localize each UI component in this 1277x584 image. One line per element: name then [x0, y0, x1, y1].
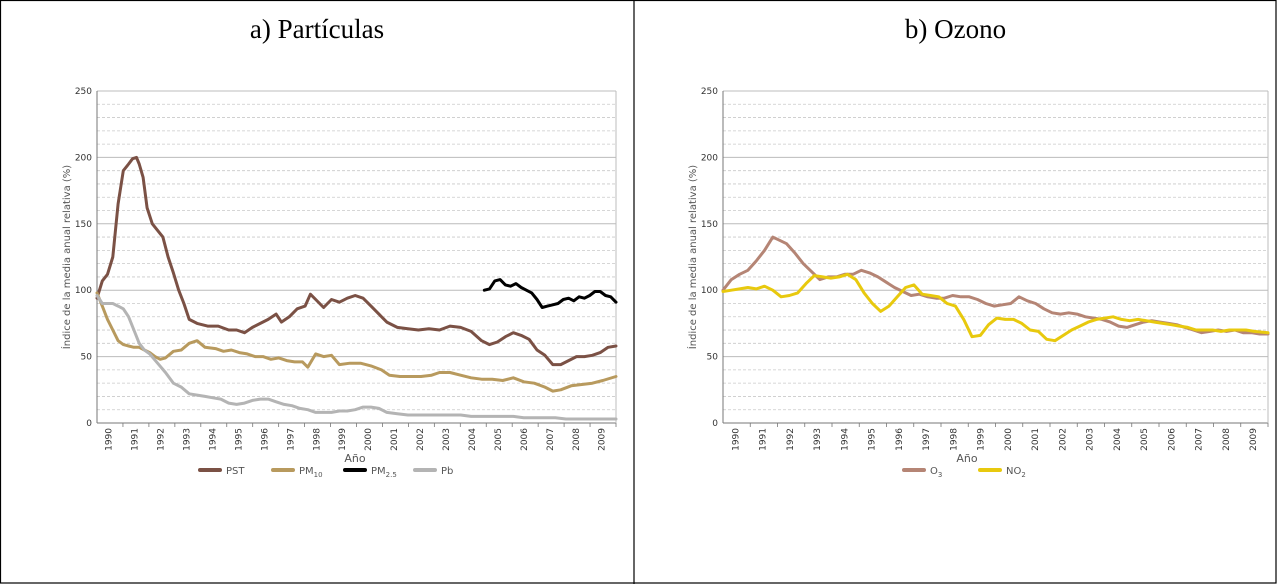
x-tick-label: 1994 — [208, 428, 218, 451]
x-tick-label: 2009 — [598, 428, 608, 451]
y-axis-label: Índice de la media anual relativa (%) — [60, 165, 73, 349]
x-tick-label: 2002 — [1058, 428, 1068, 451]
y-tick-label: 50 — [707, 353, 719, 363]
panel-a-title: a) Partículas — [249, 14, 385, 44]
y-axis-label: Índice de la media anual relativa (%) — [686, 165, 699, 349]
y-tick-label: 100 — [75, 286, 92, 296]
x-tick-label: 2006 — [520, 428, 530, 451]
legend-label: PM10 — [299, 466, 323, 479]
x-tick-label: 1997 — [286, 428, 296, 451]
legend-label: Pb — [441, 466, 453, 477]
y-tick-label: 50 — [81, 353, 93, 363]
x-tick-label: 2002 — [416, 428, 426, 451]
x-tick-label: 1993 — [183, 428, 193, 451]
x-tick-label: 1997 — [922, 428, 932, 451]
x-tick-label: 1996 — [895, 428, 905, 451]
x-tick-label: 2003 — [442, 428, 452, 451]
x-tick-label: 1998 — [949, 428, 959, 451]
particles-chart: 0 50 100 150 200 250 1990 1991 1992 1993 1994 1995 1… — [60, 87, 618, 479]
y-tick-label: 0 — [86, 419, 92, 429]
y-tick-label: 150 — [701, 220, 718, 230]
x-tick-label: 1998 — [312, 428, 322, 451]
x-axis-label: Año — [344, 452, 365, 465]
particles-series-pm10-line — [95, 291, 618, 393]
x-tick-label: 2001 — [390, 428, 400, 451]
x-tick-label: 2005 — [1140, 428, 1150, 451]
x-tick-label: 2008 — [572, 428, 582, 451]
x-tick-label: 2000 — [1004, 428, 1014, 451]
x-tick-label: 1999 — [977, 428, 987, 451]
x-tick-label: 2001 — [1031, 428, 1041, 451]
x-tick-label: 1999 — [338, 428, 348, 451]
y-tick-label: 0 — [712, 419, 718, 429]
x-tick-label: 1991 — [131, 428, 141, 451]
x-tick-label: 2000 — [364, 428, 374, 451]
x-tick-label: 2005 — [494, 428, 504, 451]
x-tick-label: 2003 — [1086, 428, 1096, 451]
panel-b-title: b) Ozono — [904, 14, 1007, 44]
x-tick-label: 1994 — [840, 428, 850, 451]
x-tick-label: 1991 — [759, 428, 769, 451]
ozone-series-no2-line — [721, 272, 1270, 343]
x-tick-label: 1990 — [731, 428, 741, 451]
y-tick-label: 200 — [75, 153, 92, 163]
x-tick-label: 2007 — [1195, 428, 1205, 451]
x-tick-label: 1992 — [786, 428, 796, 451]
x-tick-label: 2004 — [468, 428, 478, 451]
x-tick-label: 1993 — [813, 428, 823, 451]
x-tick-label: 2007 — [546, 428, 556, 451]
x-tick-label: 2008 — [1222, 428, 1232, 451]
particles-series-pst-line — [95, 155, 618, 367]
legend-label: NO2 — [1006, 466, 1026, 479]
x-tick-label: 2004 — [1113, 428, 1123, 451]
x-tick-label: 2006 — [1167, 428, 1177, 451]
x-tick-label: 1990 — [105, 428, 115, 451]
y-tick-label: 250 — [701, 87, 718, 97]
x-tick-label: 1995 — [234, 428, 244, 451]
legend-label: PST — [226, 466, 245, 477]
legend-label: PM2.5 — [371, 466, 397, 479]
y-tick-label: 100 — [701, 286, 718, 296]
legend-label: O3 — [930, 466, 942, 479]
x-axis-label: Año — [956, 452, 977, 465]
y-tick-label: 250 — [75, 87, 92, 97]
y-tick-label: 150 — [75, 220, 92, 230]
x-tick-label: 1996 — [260, 428, 270, 451]
x-tick-label: 1992 — [157, 428, 167, 451]
ozone-chart: 0 50 100 150 200 250 1990 1991 1992 1993 1994 1995 1… — [686, 87, 1270, 479]
particles-series-pm25-line — [482, 278, 618, 309]
x-tick-label: 2009 — [1249, 428, 1259, 451]
particles-series-pb-line — [95, 294, 618, 421]
y-tick-label: 200 — [701, 153, 718, 163]
x-tick-label: 1995 — [868, 428, 878, 451]
